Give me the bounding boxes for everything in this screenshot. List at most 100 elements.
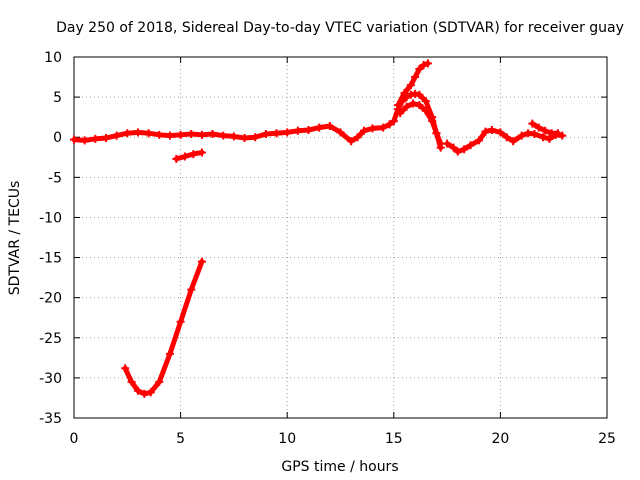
data-point: [368, 124, 377, 133]
series-line: [122, 259, 205, 397]
x-tick-label: 10: [278, 431, 296, 447]
series-line: [173, 149, 205, 162]
data-point: [530, 130, 539, 139]
y-tick-label: -35: [39, 411, 62, 427]
data-point: [487, 126, 496, 135]
data-point: [411, 73, 420, 82]
x-tick-label: 25: [598, 431, 616, 447]
data-point: [121, 364, 130, 373]
data-point: [509, 137, 518, 146]
data-point: [400, 89, 409, 98]
plot-frame: [73, 56, 608, 419]
data-point: [197, 130, 206, 139]
data-point: [283, 128, 292, 137]
data-point: [336, 128, 345, 137]
data-point: [481, 127, 490, 136]
tick-layer: 0 5 10 15 20 25 -35 -30 -25 -20 -15 -10 -5 0 5 10: [39, 50, 616, 447]
data-point: [293, 126, 302, 135]
y-tick-label: -25: [39, 331, 62, 347]
data-point: [176, 317, 185, 326]
grid-layer: [74, 57, 607, 418]
series-branch-high: [394, 59, 432, 110]
data-point: [539, 133, 548, 142]
y-tick-label: -15: [39, 251, 62, 267]
data-point: [502, 133, 511, 142]
data-point: [140, 389, 149, 398]
data-point: [187, 285, 196, 294]
data-point: [545, 134, 554, 143]
data-point: [415, 65, 424, 74]
data-point: [101, 134, 110, 143]
data-point: [419, 61, 428, 70]
data-point: [389, 117, 398, 126]
x-tick-label: 0: [70, 431, 79, 447]
data-point: [165, 349, 174, 358]
data-point: [251, 133, 260, 142]
y-axis-label: SDTVAR / TECUs: [7, 181, 23, 296]
data-point: [432, 129, 441, 138]
data-point: [219, 131, 228, 140]
data-point: [528, 119, 537, 128]
data-point: [315, 123, 324, 132]
data-point: [127, 377, 136, 386]
data-point: [272, 129, 281, 138]
data-point: [460, 145, 469, 154]
data-point: [112, 131, 121, 140]
data-point: [408, 99, 417, 108]
data-point: [421, 97, 430, 106]
data-point: [443, 139, 452, 148]
data-point: [453, 147, 462, 156]
y-tick-label: -10: [39, 210, 62, 226]
data-point: [325, 121, 334, 130]
data-point: [155, 130, 164, 139]
data-point: [475, 136, 484, 145]
series-late-segment: [443, 126, 567, 156]
data-point: [133, 386, 142, 395]
data-point: [155, 377, 164, 386]
data-point: [534, 123, 543, 132]
y-tick-label: 0: [53, 130, 62, 146]
data-point: [421, 106, 430, 115]
data-point: [359, 126, 368, 135]
data-point: [144, 129, 153, 138]
data-point: [70, 135, 78, 144]
data-point: [229, 132, 238, 141]
data-point: [496, 128, 505, 137]
series-main: [70, 89, 445, 152]
series-line: [71, 91, 444, 151]
y-tick-label: 5: [53, 90, 62, 106]
data-point: [466, 141, 475, 150]
chart-title: Day 250 of 2018, Sidereal Day-to-day VTE…: [56, 20, 624, 36]
data-point: [517, 131, 526, 140]
data-point: [180, 152, 189, 161]
data-point: [415, 101, 424, 110]
data-point: [415, 90, 424, 99]
data-point: [146, 388, 155, 397]
data-point: [558, 131, 567, 140]
data-point: [402, 102, 411, 111]
y-tick-label: 10: [44, 50, 62, 66]
data-point: [261, 130, 270, 139]
x-axis-label: GPS time / hours: [281, 459, 398, 475]
data-point: [353, 133, 362, 142]
data-point: [423, 59, 432, 68]
x-tick-label: 15: [385, 431, 403, 447]
y-tick-label: -5: [48, 170, 62, 186]
data-point: [208, 130, 217, 139]
data-point: [394, 101, 403, 110]
series-late-high: [528, 119, 562, 138]
data-point: [385, 120, 394, 129]
data-point: [541, 126, 550, 135]
data-point: [197, 148, 206, 157]
data-point: [80, 136, 89, 145]
series-deep-dip: [121, 257, 206, 398]
data-point: [133, 128, 142, 137]
data-point: [91, 134, 100, 143]
data-point: [379, 123, 388, 132]
data-layer: [70, 59, 567, 398]
x-tick-label: 20: [491, 431, 509, 447]
data-point: [449, 143, 458, 152]
data-point: [197, 257, 206, 266]
data-point: [240, 134, 249, 143]
